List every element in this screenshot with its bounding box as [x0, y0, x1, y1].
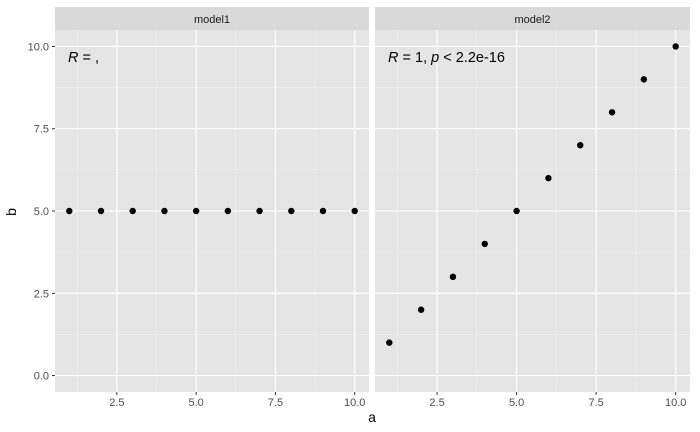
- data-point: [640, 76, 648, 83]
- x-tick-label: 2.5: [429, 397, 444, 409]
- x-tick-label: 5.0: [188, 397, 203, 409]
- data-point: [577, 141, 584, 149]
- x-tick-label: 7.5: [268, 397, 283, 409]
- data-point: [351, 207, 358, 215]
- y-tick-label: 5.0: [34, 206, 49, 218]
- data-point: [161, 207, 168, 215]
- y-tick-label: 2.5: [34, 288, 49, 300]
- data-point: [256, 207, 263, 215]
- data-point: [672, 43, 679, 50]
- data-point: [417, 306, 425, 313]
- data-point: [224, 207, 232, 215]
- y-tick-label: 0.0: [34, 371, 49, 383]
- data-point: [513, 207, 520, 215]
- x-axis-title: a: [368, 409, 376, 425]
- correlation-annotation: R = ,: [68, 50, 99, 66]
- x-tick-label: 10.0: [665, 397, 686, 409]
- data-point: [192, 207, 200, 215]
- facet-strip: [375, 7, 690, 30]
- x-tick-label: 2.5: [109, 397, 124, 409]
- y-tick-label: 7.5: [34, 124, 49, 136]
- x-tick-label: 7.5: [588, 397, 603, 409]
- data-point: [608, 109, 616, 116]
- y-tick-label: 10.0: [28, 41, 49, 53]
- data-point: [319, 207, 327, 215]
- data-point: [129, 207, 136, 215]
- facet-panel-model1: model1 2.5 5.0 7.5 10.0 0.0 2.5 5.0 7.5 10.0 R = ,: [28, 7, 369, 409]
- data-point: [481, 240, 488, 248]
- data-point: [545, 174, 552, 182]
- data-point: [97, 207, 105, 215]
- data-point: [449, 273, 457, 281]
- data-point: [386, 339, 393, 346]
- facet-panel-model2: model2 2.5 5.0 7.5 10.0 R = 1, p < 2.2e-16: [375, 7, 690, 409]
- x-tick-label: 10.0: [344, 397, 365, 409]
- facet-strip: [55, 7, 369, 30]
- correlation-annotation: R = 1, p < 2.2e-16: [388, 50, 505, 66]
- data-point: [66, 207, 73, 215]
- facet-strip-label: model2: [514, 14, 550, 26]
- x-tick-label: 5.0: [509, 397, 524, 409]
- facet-strip-label: model1: [194, 14, 230, 26]
- data-point: [288, 207, 295, 215]
- y-axis-title: b: [3, 208, 19, 216]
